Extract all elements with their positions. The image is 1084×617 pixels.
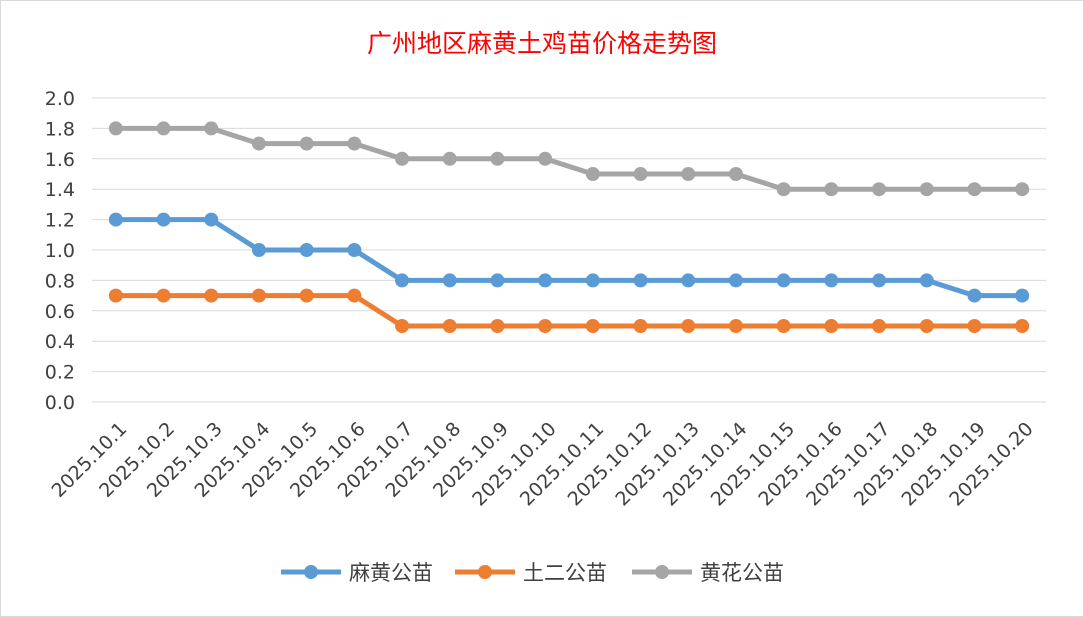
y-tick-label: 0.8 (45, 270, 75, 292)
y-tick-label: 0.6 (45, 301, 75, 323)
data-point (204, 212, 219, 227)
data-point (108, 212, 123, 227)
data-point (681, 273, 696, 288)
data-point (967, 182, 982, 197)
legend-item: 黄花公苗 (632, 561, 784, 585)
legend: 麻黄公苗 土二公苗 黄花公苗 (281, 561, 784, 585)
data-point (156, 121, 171, 136)
data-point (251, 288, 266, 303)
data-point (299, 243, 314, 257)
data-point (824, 319, 839, 333)
data-point (585, 167, 600, 181)
data-point (872, 319, 887, 333)
y-gridlines (92, 97, 1046, 403)
data-point (299, 136, 314, 151)
data-point (251, 136, 266, 151)
y-tick-label: 1.2 (45, 210, 75, 232)
data-point (442, 273, 457, 288)
data-point (538, 273, 553, 288)
data-point (538, 151, 553, 166)
data-point (824, 273, 839, 288)
series-line (115, 217, 1023, 299)
data-point (776, 319, 791, 333)
data-point (776, 273, 791, 288)
y-tick-label: 0.4 (45, 331, 75, 353)
data-point (633, 319, 648, 333)
data-point (395, 151, 410, 166)
data-point (395, 319, 410, 333)
data-point (824, 182, 839, 197)
data-point (251, 243, 266, 257)
data-point (1015, 182, 1030, 197)
data-point (919, 182, 934, 197)
data-point (585, 273, 600, 288)
y-axis-tick-labels: 0.0 0.2 0.4 0.6 0.8 1.0 1.2 1.4 1.6 1.8 2.0 (45, 88, 75, 414)
series-line (115, 293, 1023, 329)
y-tick-label: 1.0 (45, 240, 75, 262)
data-point (490, 151, 505, 166)
data-point (538, 319, 553, 333)
series-3 (108, 121, 1030, 197)
series-lines (108, 121, 1030, 333)
series-2 (108, 288, 1030, 333)
data-point (442, 319, 457, 333)
data-point (156, 288, 171, 303)
data-point (347, 243, 362, 257)
legend-item: 麻黄公苗 (281, 561, 433, 585)
y-tick-label: 0.0 (45, 392, 75, 414)
y-tick-label: 0.2 (45, 362, 75, 384)
data-point (967, 288, 982, 303)
data-point (728, 273, 743, 288)
chart-title: 广州地区麻黄土鸡苗价格走势图 (367, 29, 717, 58)
data-point (204, 121, 219, 136)
legend-label: 土二公苗 (523, 561, 607, 585)
data-point (347, 136, 362, 151)
data-point (299, 288, 314, 303)
data-point (204, 288, 219, 303)
data-point (728, 319, 743, 333)
series-1 (108, 212, 1030, 303)
data-point (585, 319, 600, 333)
data-point (156, 212, 171, 227)
data-point (490, 273, 505, 288)
data-point (1015, 319, 1030, 333)
data-point (728, 167, 743, 181)
data-point (681, 319, 696, 333)
data-point (919, 273, 934, 288)
legend-swatch-marker (304, 565, 318, 579)
y-tick-label: 1.6 (45, 149, 75, 171)
data-point (108, 288, 123, 303)
data-point (967, 319, 982, 333)
legend-item: 土二公苗 (455, 561, 607, 585)
data-point (490, 319, 505, 333)
data-point (108, 121, 123, 136)
y-tick-label: 1.8 (45, 118, 75, 140)
legend-label: 黄花公苗 (700, 561, 784, 585)
data-point (872, 273, 887, 288)
data-point (442, 151, 457, 166)
legend-label: 麻黄公苗 (349, 561, 433, 585)
data-point (1015, 288, 1030, 303)
legend-swatch-marker (655, 565, 669, 579)
data-point (395, 273, 410, 288)
data-point (776, 182, 791, 197)
legend-swatch-marker (478, 565, 492, 579)
y-tick-label: 2.0 (45, 88, 75, 110)
data-point (919, 319, 934, 333)
data-point (872, 182, 887, 197)
data-point (347, 288, 362, 303)
y-tick-label: 1.4 (45, 179, 75, 201)
data-point (633, 273, 648, 288)
data-point (681, 167, 696, 181)
series-line (115, 125, 1023, 192)
data-point (633, 167, 648, 181)
